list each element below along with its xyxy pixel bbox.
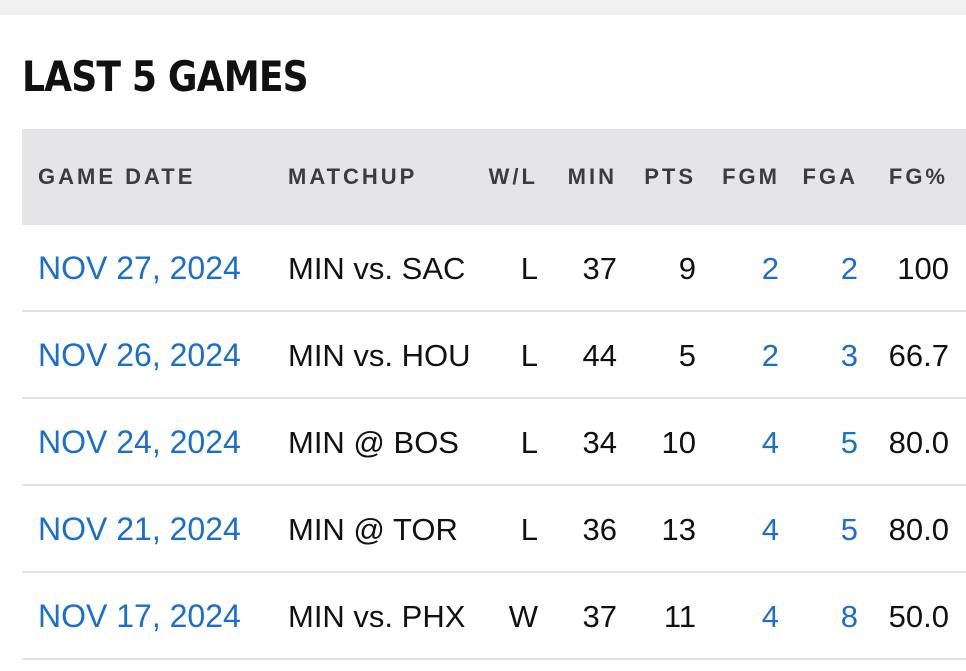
fgm-link[interactable]: 4 — [761, 425, 779, 460]
matchup-cell: MIN @ TOR — [288, 512, 458, 547]
fg-pct-cell: 80.0 — [888, 425, 949, 460]
pts-cell: 11 — [663, 599, 696, 634]
fga-link[interactable]: 2 — [840, 251, 858, 286]
wl-cell: L — [520, 512, 538, 547]
table-row: NOV 27, 2024 MIN vs. SAC L 37 9 2 2 100 — [22, 225, 966, 312]
min-cell: 37 — [582, 251, 617, 286]
table-row: NOV 21, 2024 MIN @ TOR L 36 13 4 5 80.0 — [22, 486, 966, 573]
col-header-fg-pct[interactable]: FG% — [888, 164, 948, 189]
col-header-fgm[interactable]: FGM — [722, 164, 780, 189]
pts-cell: 10 — [661, 425, 696, 460]
fga-link[interactable]: 8 — [840, 599, 858, 634]
matchup-cell: MIN vs. HOU — [288, 338, 471, 373]
pts-cell: 5 — [678, 338, 696, 373]
fga-link[interactable]: 3 — [840, 338, 858, 373]
matchup-cell: MIN vs. SAC — [288, 251, 466, 286]
col-header-min[interactable]: MIN — [567, 164, 617, 189]
matchup-cell: MIN vs. PHX — [288, 599, 466, 634]
fg-pct-cell: 66.7 — [888, 338, 949, 373]
fg-pct-cell: 80.0 — [888, 512, 949, 547]
last-games-table: GAME DATE MATCHUP W/L MIN PTS FGM FGA FG… — [22, 129, 966, 660]
top-bar — [0, 0, 966, 15]
table-row: NOV 24, 2024 MIN @ BOS L 34 10 4 5 80.0 — [22, 399, 966, 486]
game-date-link[interactable]: NOV 27, 2024 — [38, 250, 241, 286]
pts-cell: 9 — [678, 251, 696, 286]
game-date-link[interactable]: NOV 21, 2024 — [38, 511, 241, 547]
min-cell: 44 — [582, 338, 617, 373]
wl-cell: L — [520, 251, 538, 286]
wl-cell: W — [508, 599, 538, 634]
table-row: NOV 17, 2024 MIN vs. PHX W 37 11 4 8 50.… — [22, 573, 966, 660]
game-date-link[interactable]: NOV 24, 2024 — [38, 424, 241, 460]
fga-link[interactable]: 5 — [840, 425, 858, 460]
matchup-cell: MIN @ BOS — [288, 425, 459, 460]
col-header-pts[interactable]: PTS — [644, 164, 696, 189]
pts-cell: 13 — [661, 512, 696, 547]
fgm-link[interactable]: 4 — [761, 599, 779, 634]
game-date-link[interactable]: NOV 26, 2024 — [38, 337, 241, 373]
table-body: NOV 27, 2024 MIN vs. SAC L 37 9 2 2 100 … — [22, 225, 966, 660]
fgm-link[interactable]: 2 — [761, 251, 779, 286]
fgm-link[interactable]: 2 — [761, 338, 779, 373]
fga-link[interactable]: 5 — [840, 512, 858, 547]
table-row: NOV 26, 2024 MIN vs. HOU L 44 5 2 3 66.7 — [22, 312, 966, 399]
fg-pct-cell: 50.0 — [888, 599, 949, 634]
min-cell: 34 — [582, 425, 617, 460]
wl-cell: L — [520, 425, 538, 460]
min-cell: 37 — [582, 599, 617, 634]
fg-pct-cell: 100 — [897, 251, 949, 286]
col-header-fga[interactable]: FGA — [802, 164, 858, 189]
section-title: LAST 5 GAMES — [22, 52, 309, 101]
col-header-game-date[interactable]: GAME DATE — [38, 164, 196, 189]
wl-cell: L — [520, 338, 538, 373]
col-header-wl[interactable]: W/L — [488, 164, 538, 189]
min-cell: 36 — [582, 512, 617, 547]
game-date-link[interactable]: NOV 17, 2024 — [38, 598, 241, 634]
fgm-link[interactable]: 4 — [761, 512, 779, 547]
col-header-matchup[interactable]: MATCHUP — [288, 164, 418, 189]
table-header: GAME DATE MATCHUP W/L MIN PTS FGM FGA FG… — [22, 129, 966, 225]
